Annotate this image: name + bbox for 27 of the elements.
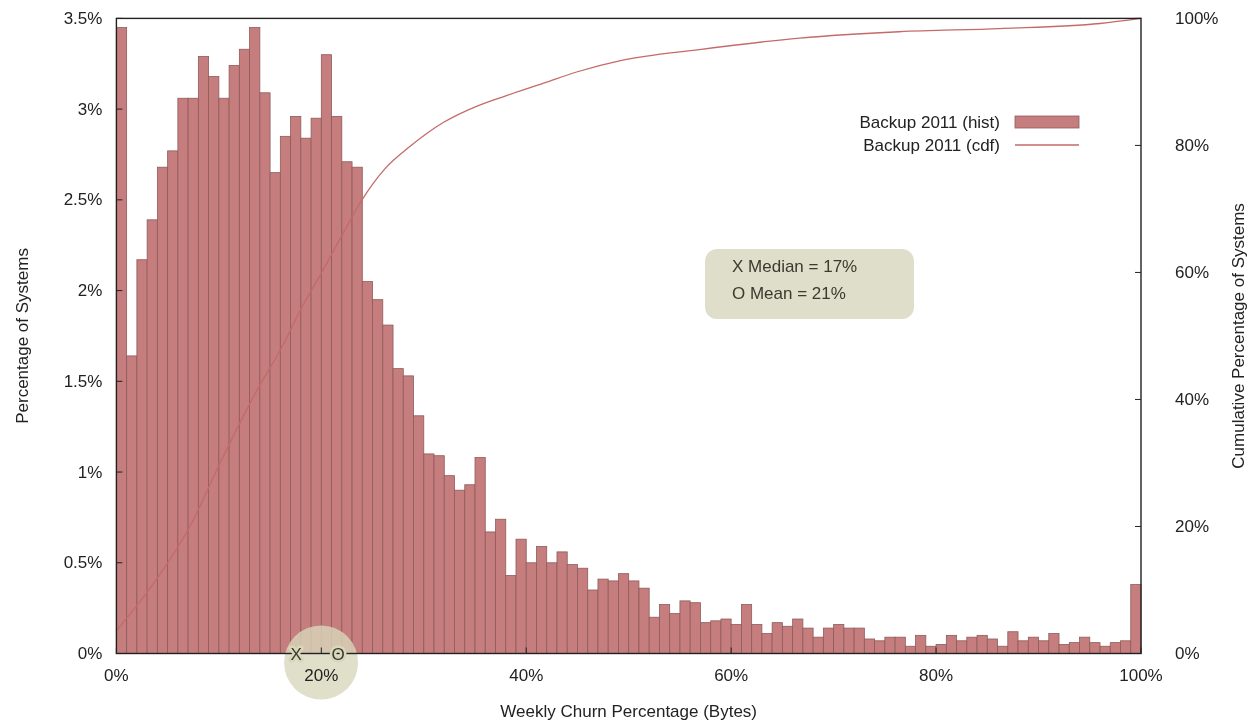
x-axis-title: Weekly Churn Percentage (Bytes) — [500, 702, 758, 721]
x-tick-label: 100% — [1119, 666, 1163, 685]
y2-tick-label: 80% — [1175, 135, 1210, 155]
y2-tick-label: 100% — [1175, 8, 1219, 28]
y-tick-label: 0.5% — [63, 553, 103, 573]
y2-tick-label: 20% — [1175, 516, 1210, 536]
y-tick-label: 2.5% — [63, 190, 103, 210]
legend-label: Backup 2011 (hist) — [859, 112, 1000, 132]
x-tick-label: 0% — [104, 666, 129, 685]
y-tick-label: 0% — [77, 644, 103, 663]
y2-tick-label: 40% — [1175, 389, 1210, 409]
annotation: X Median = 17% — [732, 256, 858, 276]
y2-axis-title: Cumulative Percentage of Systems — [1228, 203, 1248, 469]
y-tick-label: 1% — [77, 462, 103, 482]
y-tick-label: 1.5% — [63, 371, 103, 391]
x-tick-label: 20% — [304, 666, 339, 685]
y-tick-label: 3.5% — [63, 8, 103, 28]
y2-tick-label: 60% — [1175, 262, 1210, 282]
x-tick-label: 40% — [509, 666, 544, 685]
y-tick-label: 3% — [77, 99, 103, 119]
y2-tick-label: 0% — [1175, 644, 1200, 663]
legend-label: Backup 2011 (cdf) — [863, 135, 1000, 155]
y-tick-label: 2% — [77, 281, 103, 301]
y-axis-title: Percentage of Systems — [12, 248, 32, 424]
x-tick-label: 80% — [919, 666, 954, 685]
annotation: O Mean = 21% — [732, 283, 846, 303]
x-tick-label: 60% — [714, 666, 749, 685]
